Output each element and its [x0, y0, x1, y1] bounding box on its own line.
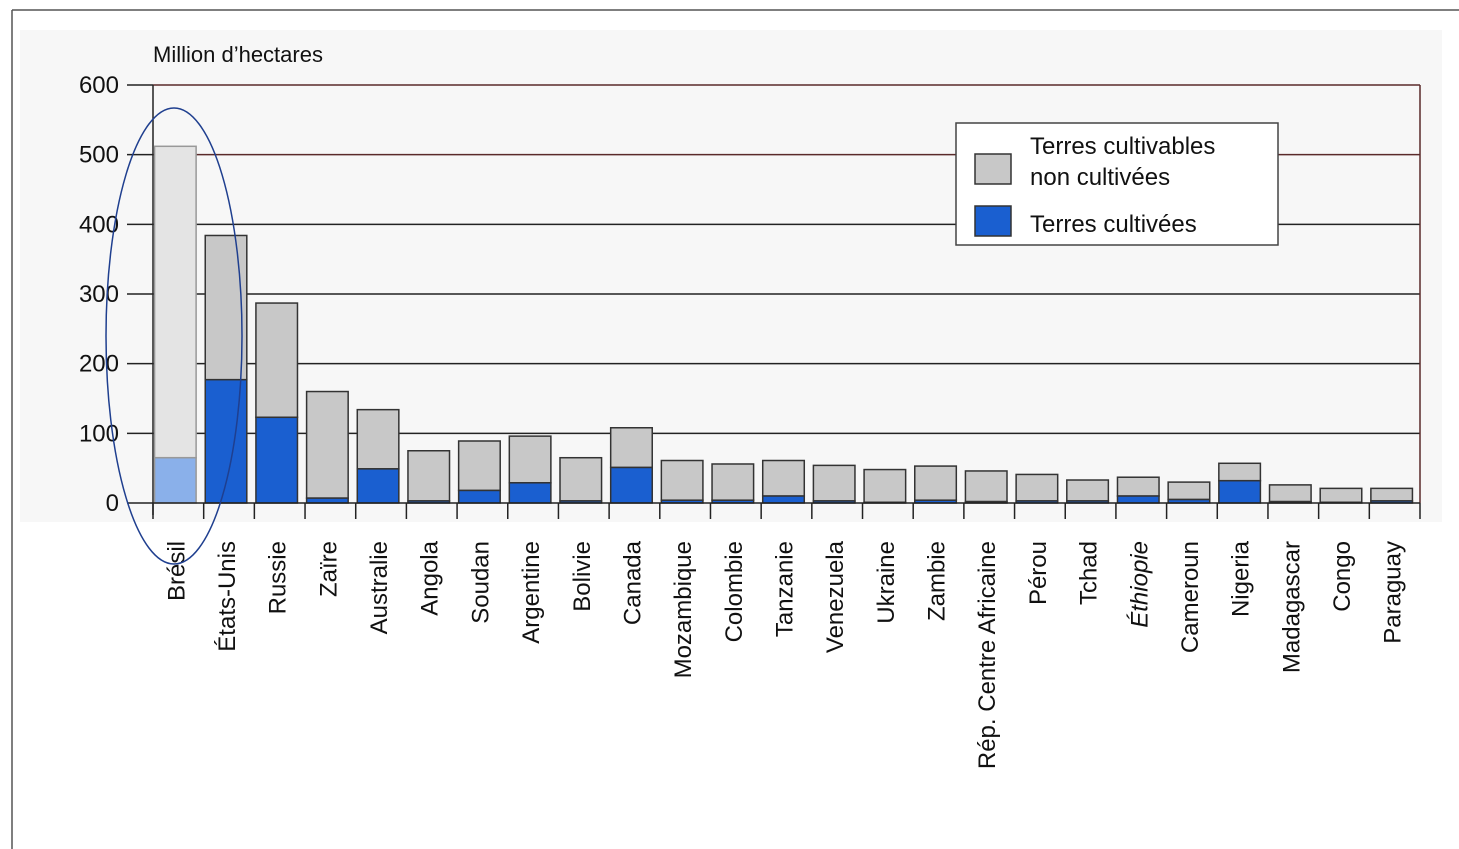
bar-uncultivated-7: [508, 435, 552, 484]
legend-label-cultivated: Terres cultivées: [1030, 211, 1197, 238]
bar-uncultivated-10: [660, 459, 704, 501]
highlight-ellipse: [105, 107, 243, 565]
x-tick-label-2: Russie: [265, 541, 292, 614]
bar-uncultivated-4: [356, 408, 400, 470]
bar-uncultivated-19: [1116, 476, 1160, 497]
x-tick-label-11: Colombie: [721, 541, 748, 642]
x-tick-label-18: Tchad: [1076, 541, 1103, 605]
x-tick-label-1: États-Unis: [214, 541, 241, 652]
x-tick-label-0: Brésil: [163, 541, 190, 601]
bar-uncultivated-1: [204, 234, 248, 381]
bars: [153, 145, 1414, 504]
bar-uncultivated-15: [914, 465, 958, 501]
x-tick-label-22: Madagascar: [1278, 541, 1305, 673]
x-tick-label-4: Australie: [366, 541, 393, 634]
bar-uncultivated-22: [1268, 484, 1312, 503]
legend: Terres cultivables non cultivées Terres …: [955, 122, 1279, 246]
y-tick-label-500: 500: [79, 142, 119, 169]
bar-cultivated-0: [153, 456, 197, 504]
x-tick-label-17: Pérou: [1025, 541, 1052, 605]
x-tick-label-23: Congo: [1329, 541, 1356, 612]
x-tick-label-5: Angola: [417, 540, 444, 615]
bar-uncultivated-24: [1370, 487, 1414, 502]
bar-uncultivated-23: [1319, 487, 1363, 504]
bar-uncultivated-13: [812, 464, 856, 502]
x-tick-label-19: Éthiopie: [1126, 541, 1153, 628]
bar-cultivated-12: [761, 495, 806, 504]
bar-uncultivated-11: [711, 463, 755, 501]
bar-uncultivated-17: [1015, 473, 1059, 502]
x-tick-label-21: Nigeria: [1228, 540, 1255, 617]
legend-label-uncultivated-line1: Terres cultivables: [1030, 133, 1215, 160]
x-tick-label-10: Mozambique: [670, 541, 697, 678]
legend-swatch-cultivated: [974, 205, 1012, 237]
x-tick-label-12: Tanzanie: [772, 541, 799, 637]
x-tick-label-3: Zaïre: [315, 541, 342, 597]
x-tick-label-20: Cameroun: [1177, 541, 1204, 653]
x-tick-label-8: Bolivie: [569, 541, 596, 612]
y-axis-label: Million d’hectares: [153, 42, 323, 67]
x-tick-label-15: Zambie: [924, 541, 951, 621]
bar-cultivated-6: [457, 489, 501, 504]
bar-cultivated-2: [255, 416, 299, 504]
bar-uncultivated-0: [153, 145, 197, 459]
legend-label-uncultivated-line2: non cultivées: [1030, 164, 1170, 191]
bar-cultivated-21: [1218, 479, 1262, 504]
y-tick-label-600: 600: [79, 72, 119, 99]
x-tick-label-24: Paraguay: [1380, 541, 1407, 644]
y-tick-label-300: 300: [79, 281, 119, 308]
bar-uncultivated-3: [305, 390, 349, 499]
bar-uncultivated-5: [407, 450, 451, 502]
bar-uncultivated-6: [457, 440, 501, 492]
x-tick-label-7: Argentine: [518, 541, 545, 644]
x-tick-label-9: Canada: [619, 540, 646, 625]
bar-cultivated-7: [508, 482, 552, 504]
legend-swatch-uncultivated: [974, 153, 1012, 185]
x-tick-label-6: Soudan: [467, 541, 494, 624]
x-tick-label-14: Ukraine: [873, 541, 900, 624]
x-axis: Brésil États-Unis Russie Zaïre Australie Ango…: [152, 502, 1421, 769]
bar-uncultivated-21: [1218, 462, 1262, 482]
y-tick-label-200: 200: [79, 351, 119, 378]
bar-cultivated-9: [609, 466, 653, 504]
bar-uncultivated-14: [863, 468, 907, 504]
bar-cultivated-19: [1116, 495, 1160, 504]
bar-uncultivated-18: [1066, 479, 1110, 502]
y-tick-label-0: 0: [106, 490, 119, 517]
bar-uncultivated-9: [609, 427, 653, 469]
bar-uncultivated-16: [964, 470, 1008, 503]
bar-uncultivated-2: [255, 302, 299, 419]
bar-uncultivated-8: [559, 456, 603, 502]
bar-uncultivated-20: [1167, 481, 1211, 501]
x-tick-label-16: Rép. Centre Africaine: [974, 541, 1001, 769]
bar-cultivated-4: [356, 468, 400, 504]
x-tick-label-13: Venezuela: [822, 540, 849, 653]
bar-uncultivated-12: [761, 459, 806, 497]
